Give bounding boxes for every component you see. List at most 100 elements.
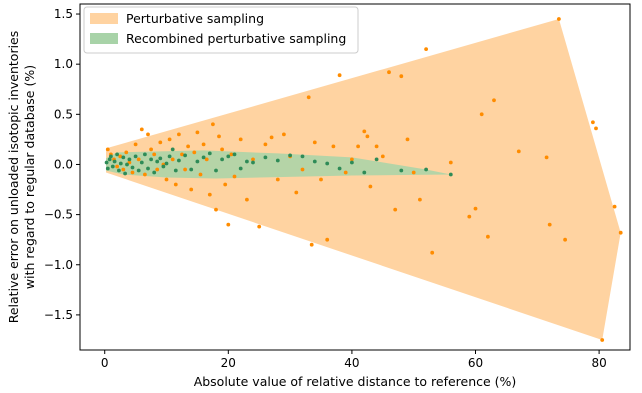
point-s0-91: [618, 230, 623, 235]
point-s0-44: [251, 157, 255, 162]
point-s0-3: [115, 164, 119, 169]
point-s1-19: [149, 157, 154, 162]
point-s0-4: [118, 154, 123, 159]
legend-swatch-1: [90, 33, 118, 44]
point-s0-57: [325, 237, 330, 242]
point-s0-27: [189, 187, 194, 192]
point-s0-33: [207, 192, 212, 197]
point-s0-15: [152, 152, 157, 157]
point-s0-47: [269, 135, 274, 140]
point-s1-34: [214, 168, 218, 173]
point-s0-37: [220, 147, 225, 152]
point-s1-41: [263, 155, 268, 160]
point-s0-43: [245, 197, 249, 202]
point-s0-76: [448, 160, 453, 165]
point-s1-0: [104, 160, 109, 165]
y-tick-label-6: 1.5: [54, 7, 73, 21]
point-s1-42: [275, 158, 280, 163]
point-s0-61: [350, 157, 354, 162]
point-s1-27: [173, 168, 178, 173]
point-s1-31: [195, 159, 200, 164]
point-s1-21: [155, 159, 160, 164]
y-tick-label-0: −1.5: [44, 308, 73, 322]
point-s1-38: [238, 166, 243, 171]
point-s0-58: [331, 144, 336, 149]
point-s0-16: [155, 167, 160, 172]
y-tick-label-4: 0.5: [54, 107, 73, 121]
point-s1-26: [170, 147, 175, 152]
point-s0-77: [467, 214, 472, 219]
point-s1-1: [105, 166, 110, 171]
point-s0-25: [183, 167, 188, 172]
point-s0-82: [516, 149, 521, 154]
point-s1-32: [201, 155, 206, 160]
point-s0-80: [486, 234, 490, 239]
point-s1-28: [177, 158, 181, 163]
point-s0-38: [223, 182, 228, 187]
point-s0-32: [204, 157, 209, 162]
point-s0-8: [130, 170, 135, 175]
point-s1-5: [112, 159, 117, 164]
point-s0-52: [300, 167, 305, 172]
point-s0-56: [319, 177, 323, 182]
point-s0-10: [136, 157, 141, 162]
point-s0-68: [387, 70, 391, 75]
point-s1-52: [424, 167, 428, 172]
point-s0-23: [177, 132, 181, 137]
hull-0: [106, 19, 621, 340]
point-s0-21: [170, 157, 175, 162]
point-s0-42: [238, 137, 243, 142]
point-s0-67: [380, 154, 385, 159]
point-s1-33: [207, 151, 212, 156]
point-s0-24: [180, 152, 184, 157]
point-s0-19: [164, 177, 169, 182]
point-s0-72: [411, 170, 416, 175]
point-s1-29: [183, 153, 188, 158]
point-s0-6: [124, 150, 129, 155]
point-s1-6: [115, 152, 119, 157]
y-tick-label-2: −0.5: [44, 208, 73, 222]
point-s0-11: [139, 127, 144, 132]
y-tick-label-5: 1.0: [54, 57, 73, 71]
point-s1-43: [288, 153, 292, 158]
point-s1-37: [232, 152, 237, 157]
x-tick-label-3: 60: [468, 356, 483, 370]
point-s1-3: [109, 154, 113, 159]
y-axis-label-line-0: Relative error on unloaded isotopic inve…: [6, 31, 21, 324]
point-s0-34: [211, 122, 215, 127]
point-s1-24: [164, 161, 169, 166]
point-s0-88: [594, 126, 598, 131]
point-s1-47: [337, 166, 342, 171]
point-s1-23: [161, 164, 166, 169]
point-s0-29: [195, 130, 200, 135]
point-s0-22: [173, 182, 178, 187]
x-tick-label-0: 0: [101, 356, 109, 370]
point-s0-84: [547, 222, 552, 227]
points-layer: [104, 17, 623, 342]
point-s0-85: [557, 17, 561, 21]
point-s0-65: [368, 184, 373, 189]
point-s0-69: [393, 207, 398, 212]
point-s1-40: [251, 160, 255, 165]
point-s0-66: [374, 144, 379, 149]
x-tick-label-4: 80: [591, 356, 606, 370]
point-s0-70: [399, 74, 404, 79]
point-s0-9: [133, 142, 138, 147]
y-axis-ticks: −1.5 −1.0 −0.5 0.0 0.5 1.0 1.5: [44, 7, 80, 322]
legend-box: [83, 6, 359, 54]
point-s0-17: [158, 140, 163, 145]
point-s0-49: [282, 132, 286, 137]
y-tick-label-1: −1.0: [44, 258, 73, 272]
point-s0-74: [424, 47, 428, 51]
point-s1-36: [226, 154, 231, 159]
point-s1-4: [110, 164, 115, 169]
point-s0-60: [343, 170, 348, 175]
point-s1-11: [125, 162, 129, 167]
point-s0-90: [612, 204, 617, 209]
point-s1-46: [325, 161, 330, 166]
point-s1-25: [167, 154, 172, 159]
point-s1-9: [121, 155, 126, 160]
point-s0-53: [306, 95, 311, 100]
point-s0-73: [418, 197, 422, 202]
point-s0-48: [275, 177, 280, 182]
